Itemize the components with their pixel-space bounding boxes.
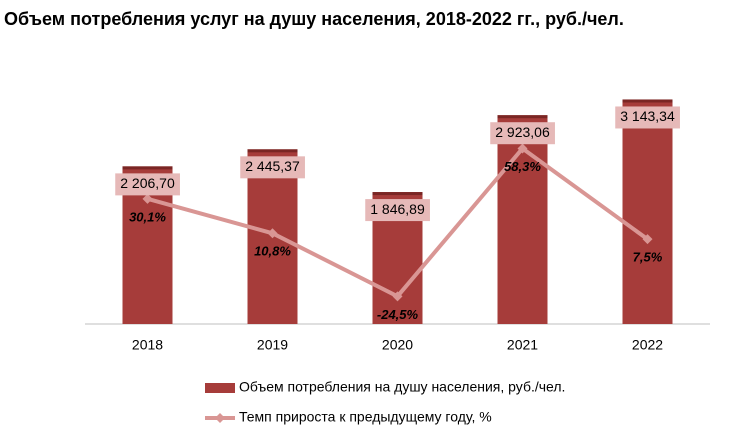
bar	[622, 99, 673, 325]
data-label: 30,1%	[129, 209, 166, 224]
bar-top-edge	[122, 166, 173, 170]
data-label-group: 1 846,89	[365, 199, 430, 222]
data-label-box	[115, 173, 180, 196]
data-label: 3 143,34	[620, 108, 675, 124]
data-label-group: 2 206,70	[115, 173, 180, 196]
marker	[642, 234, 653, 245]
data-label-box	[365, 199, 430, 222]
legend-marker	[215, 413, 225, 423]
legend-swatch	[205, 383, 235, 393]
data-label-box	[490, 122, 555, 145]
data-label: 1 846,89	[370, 201, 425, 217]
data-label: 2 923,06	[495, 124, 550, 140]
data-label-group: 2 445,37	[240, 156, 305, 179]
x-tick-label: 2022	[632, 337, 663, 353]
data-label-group: 3 143,34	[615, 106, 680, 129]
data-label: 10,8%	[254, 244, 291, 259]
bar-top-edge	[372, 192, 423, 196]
data-label: 2 445,37	[245, 158, 300, 174]
data-label: 7,5%	[633, 250, 663, 265]
data-label: -24,5%	[377, 307, 419, 322]
data-label-group: 2 923,06	[490, 122, 555, 145]
bar-top-edge	[247, 149, 298, 153]
bar-top-edge	[497, 115, 548, 119]
data-label-box	[615, 106, 680, 129]
marker	[392, 291, 403, 302]
x-tick-label: 2019	[257, 337, 288, 353]
data-label: 2 206,70	[120, 175, 175, 191]
bar-top-edge	[622, 99, 673, 103]
x-tick-label: 2021	[507, 337, 538, 353]
marker	[517, 143, 528, 154]
x-tick-label: 2018	[132, 337, 163, 353]
data-label-box	[240, 156, 305, 179]
marker	[142, 193, 153, 204]
data-label: 58,3%	[504, 159, 541, 174]
x-tick-label: 2020	[382, 337, 413, 353]
marker	[267, 228, 278, 239]
chart-title: Объем потребления услуг на душу населени…	[4, 9, 624, 29]
legend-label: Объем потребления на душу населения, руб…	[239, 379, 565, 395]
legend-label: Темп прироста к предыдущему году, %	[239, 409, 492, 425]
